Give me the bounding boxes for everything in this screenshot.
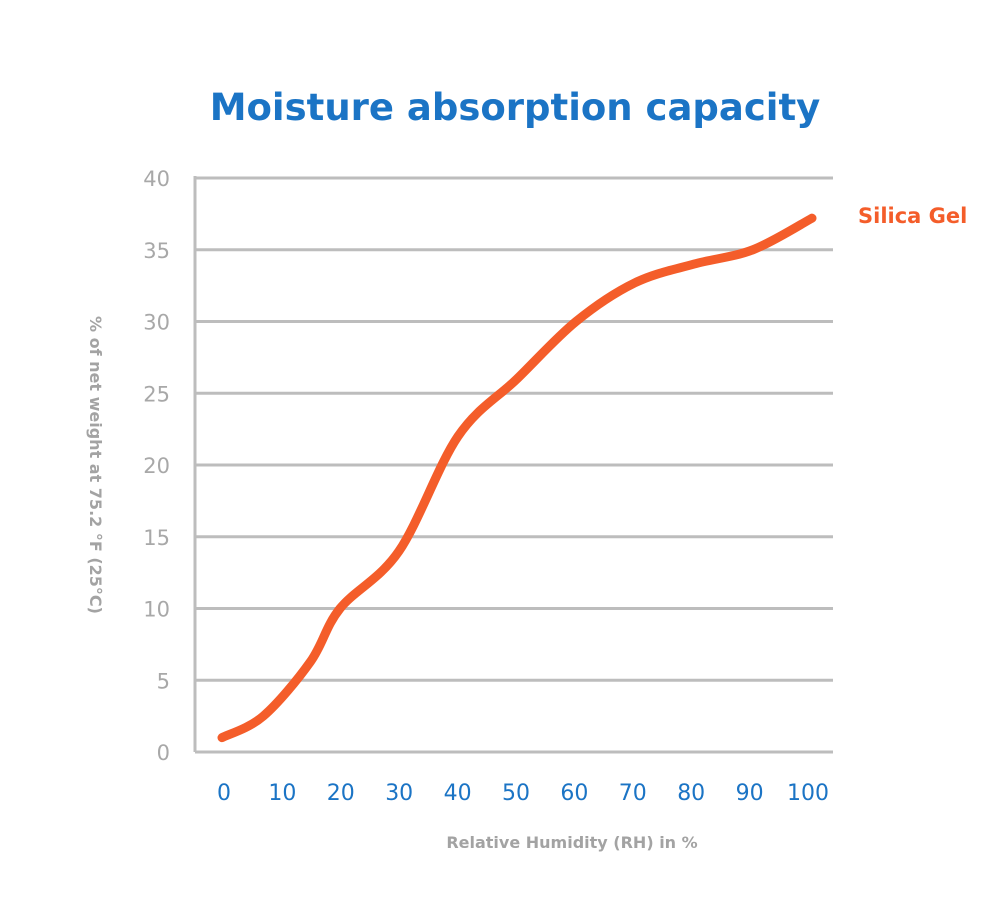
y-tick-label: 40: [143, 167, 170, 191]
x-tick-label: 90: [736, 781, 764, 806]
x-tick-label: 70: [619, 781, 647, 806]
y-tick-label: 10: [143, 598, 170, 622]
x-tick-label: 60: [560, 781, 588, 806]
y-tick-label: 30: [143, 311, 170, 335]
y-axis-label: % of net weight at 75.2 °F (25°C): [86, 316, 105, 614]
x-tick-label: 80: [677, 781, 705, 806]
data-points: [221, 218, 813, 738]
x-axis-label: Relative Humidity (RH) in %: [446, 833, 697, 852]
series-label-silica-gel: Silica Gel: [858, 204, 967, 228]
series-line-silica-gel: [217, 213, 817, 743]
y-tick-label: 35: [143, 239, 170, 263]
y-tick-label: 20: [143, 454, 170, 478]
y-tick-label: 5: [157, 669, 170, 693]
x-tick-label: 10: [268, 781, 296, 806]
chart-title: Moisture absorption capacity: [210, 86, 821, 129]
gridlines: [193, 176, 833, 754]
y-tick-labels: 0 5 10 15 20 25 30 35 40: [143, 167, 170, 765]
x-tick-label: 20: [327, 781, 355, 806]
x-tick-label: 100: [787, 781, 829, 806]
x-tick-labels: 0 10 20 30 40 50 60 70 80 90 100: [217, 781, 829, 806]
x-tick-label: 40: [444, 781, 472, 806]
x-tick-label: 30: [385, 781, 413, 806]
x-tick-label: 0: [217, 781, 231, 806]
y-tick-label: 0: [157, 741, 170, 765]
x-tick-label: 50: [502, 781, 530, 806]
y-tick-label: 15: [143, 526, 170, 550]
y-tick-label: 25: [143, 382, 170, 406]
